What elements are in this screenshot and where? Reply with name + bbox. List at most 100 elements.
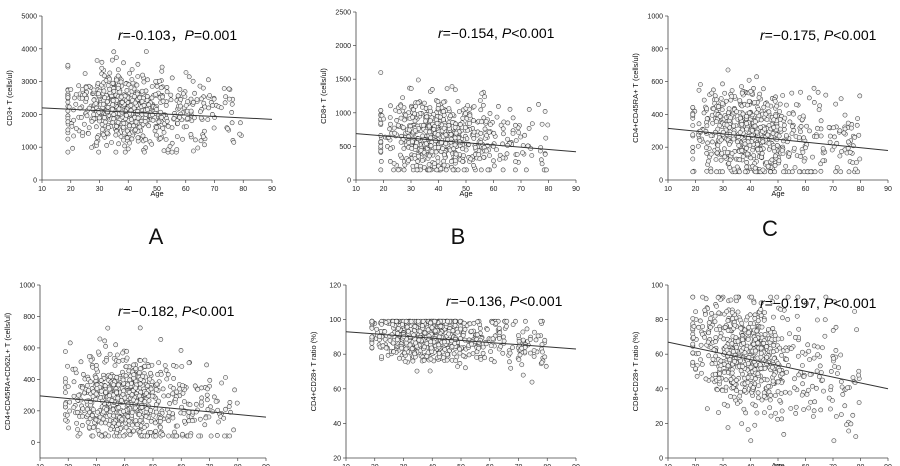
- data-point: [111, 420, 117, 426]
- data-point: [770, 378, 776, 384]
- data-point: [398, 103, 404, 109]
- panel-letter: C: [762, 216, 778, 241]
- chart-panel-c: 10 20 30 40 50 60 70 80 90 0 200 400 600 800 1000 CD4+C…: [631, 14, 892, 242]
- data-point: [171, 385, 176, 391]
- data-point: [374, 326, 380, 332]
- data-point: [140, 72, 145, 78]
- data-point: [148, 386, 154, 392]
- data-point: [764, 117, 770, 122]
- data-point: [737, 130, 743, 135]
- data-point: [163, 103, 169, 108]
- data-point: [163, 137, 169, 142]
- data-point: [199, 96, 204, 102]
- data-point: [501, 119, 507, 125]
- data-point: [728, 97, 734, 103]
- data-point: [768, 413, 774, 419]
- data-point: [206, 105, 211, 111]
- data-point: [800, 381, 805, 387]
- data-point: [714, 150, 720, 156]
- data-point: [781, 122, 787, 128]
- data-point: [132, 100, 138, 106]
- data-point: [222, 433, 227, 439]
- x-tick-label: 50: [149, 464, 157, 466]
- data-point: [527, 337, 533, 342]
- data-point: [91, 87, 97, 93]
- data-point: [79, 115, 84, 120]
- data-point: [432, 328, 438, 334]
- data-point: [501, 334, 506, 340]
- data-point: [438, 166, 444, 172]
- data-point: [223, 375, 228, 380]
- data-point: [472, 144, 478, 150]
- data-point: [778, 126, 783, 132]
- stat-value: =−0.197,: [765, 295, 824, 311]
- data-point: [748, 88, 754, 94]
- data-point: [387, 126, 392, 132]
- data-point: [820, 146, 826, 151]
- data-point: [415, 77, 421, 83]
- data-point: [792, 165, 798, 170]
- data-point: [115, 352, 120, 358]
- data-point: [740, 364, 745, 369]
- data-point: [67, 408, 73, 414]
- data-point: [696, 121, 702, 127]
- data-point: [480, 344, 486, 350]
- data-point: [169, 75, 175, 81]
- data-point: [90, 407, 96, 412]
- data-point: [775, 336, 781, 342]
- data-point: [832, 134, 837, 140]
- data-point: [713, 335, 719, 340]
- data-point: [204, 392, 210, 398]
- data-point: [712, 371, 718, 377]
- data-point: [775, 379, 781, 385]
- data-point: [452, 322, 458, 328]
- data-point: [725, 328, 731, 333]
- data-point: [453, 158, 458, 164]
- data-point: [817, 363, 823, 369]
- x-tick-label: 20: [67, 186, 75, 193]
- data-point: [63, 349, 68, 354]
- data-point: [721, 146, 727, 152]
- data-point: [808, 399, 813, 405]
- data-point: [369, 345, 375, 350]
- data-point: [100, 416, 106, 422]
- data-point: [742, 350, 748, 356]
- data-point: [526, 107, 532, 112]
- x-tick-label: 80: [239, 186, 247, 193]
- data-point: [213, 399, 219, 404]
- data-point: [435, 132, 441, 138]
- data-point: [452, 87, 458, 93]
- data-point: [690, 341, 696, 347]
- data-point: [788, 346, 794, 351]
- data-point: [545, 122, 551, 128]
- data-point: [729, 370, 735, 376]
- data-point: [714, 387, 720, 393]
- data-point: [847, 149, 853, 155]
- data-point: [762, 332, 768, 337]
- data-point: [137, 418, 143, 423]
- data-point: [743, 410, 749, 416]
- data-point: [754, 129, 760, 135]
- y-tick-label: 500: [339, 144, 351, 151]
- data-point: [391, 167, 396, 173]
- data-point: [713, 129, 718, 135]
- data-point: [784, 102, 789, 108]
- data-point: [129, 136, 135, 142]
- data-point: [81, 121, 87, 127]
- data-point: [479, 119, 484, 125]
- data-point: [842, 112, 848, 118]
- data-point: [758, 117, 764, 123]
- data-point: [99, 122, 105, 127]
- data-point: [745, 102, 750, 108]
- data-point: [744, 151, 750, 157]
- data-point: [700, 324, 705, 329]
- data-point: [850, 412, 856, 418]
- data-point: [853, 434, 859, 439]
- data-point: [772, 98, 778, 104]
- scatter-points: [378, 70, 551, 173]
- data-point: [702, 307, 708, 313]
- data-point: [369, 340, 375, 346]
- data-point: [814, 368, 820, 374]
- data-point: [174, 389, 179, 395]
- data-point: [838, 412, 844, 417]
